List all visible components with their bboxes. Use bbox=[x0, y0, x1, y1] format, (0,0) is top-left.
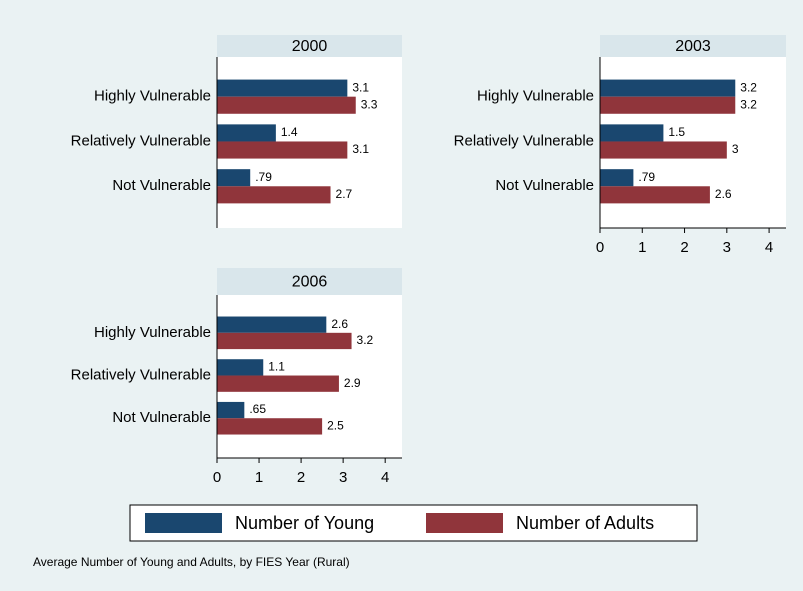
category-label: Relatively Vulnerable bbox=[454, 132, 594, 149]
x-tick-label: 1 bbox=[638, 239, 646, 256]
value-label: 2.6 bbox=[331, 317, 348, 331]
bar bbox=[217, 359, 264, 376]
bar bbox=[217, 316, 327, 333]
value-label: 3.2 bbox=[740, 97, 757, 111]
bar bbox=[217, 96, 356, 114]
value-label: 3.1 bbox=[352, 80, 369, 94]
value-label: 1.4 bbox=[281, 125, 298, 139]
category-label: Highly Vulnerable bbox=[477, 88, 594, 105]
category-label: Not Vulnerable bbox=[495, 177, 594, 194]
bar bbox=[600, 96, 736, 114]
category-label: Relatively Vulnerable bbox=[71, 132, 211, 149]
value-label: 3.2 bbox=[740, 80, 757, 94]
bar bbox=[217, 79, 348, 97]
value-label: 1.1 bbox=[268, 360, 285, 374]
bar bbox=[217, 124, 276, 142]
value-label: 3.2 bbox=[357, 333, 374, 347]
panel-header bbox=[217, 268, 402, 295]
value-label: 3.3 bbox=[361, 97, 378, 111]
x-tick-label: 3 bbox=[723, 239, 731, 256]
value-label: .79 bbox=[638, 170, 655, 184]
category-label: Not Vulnerable bbox=[112, 177, 211, 194]
category-label: Highly Vulnerable bbox=[94, 88, 211, 105]
x-tick-label: 2 bbox=[297, 469, 305, 486]
bar bbox=[217, 401, 245, 419]
caption: Average Number of Young and Adults, by F… bbox=[33, 555, 350, 569]
bar bbox=[217, 418, 323, 435]
bar bbox=[217, 141, 348, 159]
value-label: .65 bbox=[249, 402, 266, 416]
bar bbox=[217, 186, 331, 204]
bar bbox=[600, 186, 710, 204]
x-tick-label: 0 bbox=[596, 239, 604, 256]
value-label: 1.5 bbox=[668, 125, 685, 139]
panel-header bbox=[217, 35, 402, 57]
panel-title: 2003 bbox=[675, 38, 711, 55]
x-tick-label: 4 bbox=[765, 239, 773, 256]
panel-header bbox=[600, 35, 786, 57]
x-tick-label: 1 bbox=[255, 469, 263, 486]
value-label: 2.5 bbox=[327, 419, 344, 433]
x-tick-label: 2 bbox=[680, 239, 688, 256]
value-label: 2.6 bbox=[715, 187, 732, 201]
bar bbox=[600, 141, 727, 159]
legend-box bbox=[129, 504, 698, 542]
bar bbox=[600, 79, 736, 97]
x-tick-label: 0 bbox=[213, 469, 221, 486]
bar bbox=[217, 169, 251, 187]
legend-swatch bbox=[145, 513, 222, 533]
bar bbox=[217, 332, 352, 350]
category-label: Not Vulnerable bbox=[112, 409, 211, 426]
bar bbox=[217, 375, 339, 392]
category-label: Highly Vulnerable bbox=[94, 324, 211, 341]
bar bbox=[600, 169, 634, 187]
x-tick-label: 4 bbox=[381, 469, 389, 486]
legend-label: Number of Young bbox=[235, 513, 374, 533]
value-label: 2.9 bbox=[344, 376, 361, 390]
legend-label: Number of Adults bbox=[516, 513, 654, 533]
bar bbox=[600, 124, 664, 142]
value-label: 2.7 bbox=[336, 187, 353, 201]
category-label: Relatively Vulnerable bbox=[71, 366, 211, 383]
x-tick-label: 3 bbox=[339, 469, 347, 486]
panel-title: 2000 bbox=[292, 38, 328, 55]
value-label: 3 bbox=[732, 142, 739, 156]
value-label: .79 bbox=[255, 170, 272, 184]
panel-title: 2006 bbox=[292, 274, 328, 291]
value-label: 3.1 bbox=[352, 142, 369, 156]
legend-swatch bbox=[426, 513, 503, 533]
